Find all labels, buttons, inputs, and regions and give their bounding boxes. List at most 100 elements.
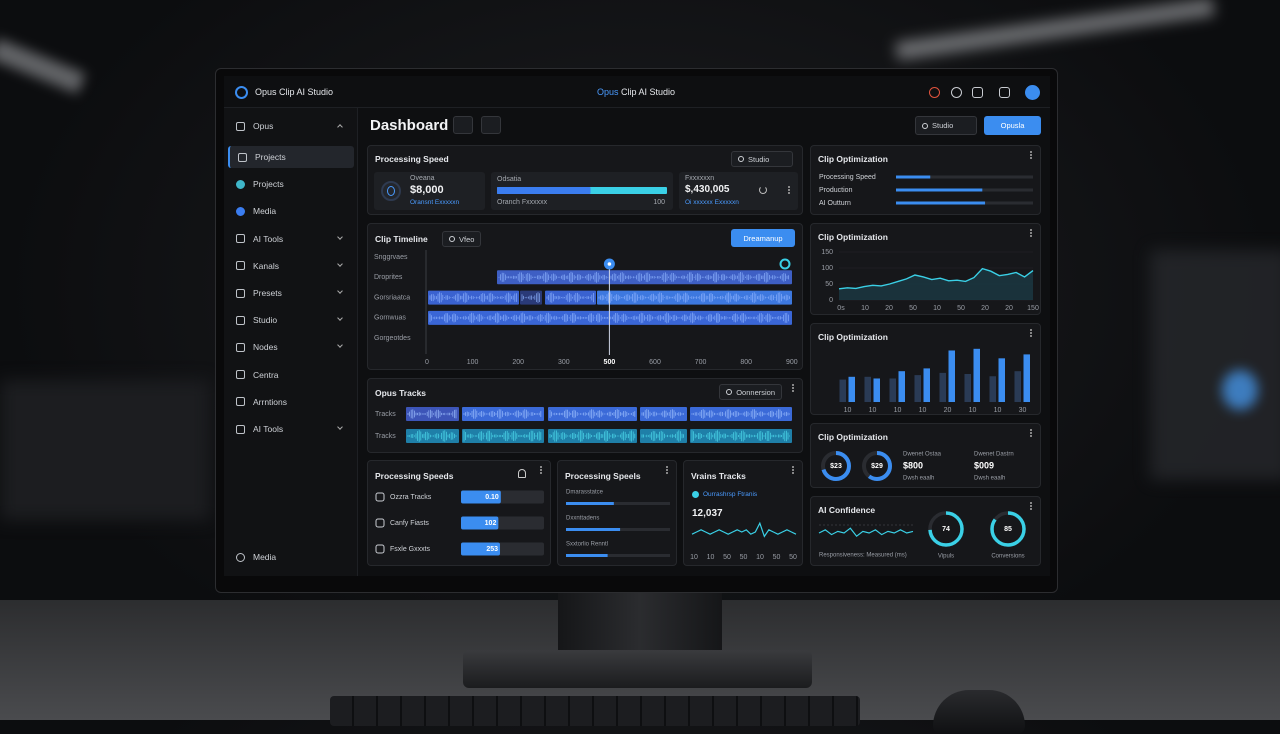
waveform [429, 312, 789, 324]
more-menu[interactable] [788, 189, 790, 191]
search-icon [449, 236, 455, 242]
sidebar-item[interactable]: Studio [228, 309, 354, 331]
track-label: Gorgeotdes [374, 335, 411, 342]
legend-label: Ourrashrsp Ftranis [703, 491, 758, 498]
row-label: Production [819, 187, 853, 194]
waveform [429, 292, 517, 303]
sidebar-label: Centra [253, 369, 279, 380]
sidebar-item[interactable]: Arrntions [228, 391, 354, 413]
sidebar-item[interactable]: Kanals [228, 255, 354, 277]
stat-label: Dwenet Dastrn [974, 452, 1014, 458]
legend-dot [692, 491, 699, 498]
clip [690, 429, 792, 443]
sidebar-item[interactable]: Projects [228, 146, 354, 168]
sidebar-label: AI Tools [253, 424, 284, 434]
x-tick-label: 50 [957, 305, 965, 312]
clip [462, 429, 544, 443]
x-tick-label: 50 [773, 554, 781, 561]
primary-button[interactable]: Opusla [984, 116, 1041, 135]
clip-optimization-bar-panel: Clip Optimization 10 10 10 10 20 10 10 30 [810, 323, 1041, 415]
panel-title: Clip Optimization [818, 154, 888, 164]
bar [1014, 371, 1021, 402]
progress-rows: Processing Speed Production AI Outturn [819, 174, 1033, 207]
waveform [549, 409, 636, 419]
processing-speels-panel: Processing Speels Dmarasstatce Dxxnttaden… [557, 460, 677, 566]
row-icon [375, 518, 385, 528]
settings-icon[interactable] [972, 87, 983, 98]
sidebar-icon [236, 397, 245, 407]
panel-title: Processing Speeds [375, 471, 454, 481]
more-menu[interactable] [1030, 505, 1032, 507]
clip-timeline-panel: Clip Timeline Vfeo Dreamanup Snggrvaes Dr… [367, 223, 803, 370]
more-menu[interactable] [666, 469, 668, 471]
track-label: Snggrvaes [374, 254, 408, 261]
chip[interactable]: Vfeo [442, 231, 482, 247]
sidebar-footer[interactable]: Media [228, 546, 354, 568]
bar-fill [566, 502, 614, 505]
processing-speed-panel: Processing Speed Studio Oveana $8,000 Or… [367, 145, 803, 215]
more-menu[interactable] [792, 469, 794, 471]
more-menu[interactable] [1030, 332, 1032, 334]
bell-icon[interactable] [518, 469, 526, 478]
progress-bar [497, 187, 667, 194]
clip [548, 429, 637, 443]
refresh-icon[interactable] [759, 186, 767, 194]
bar-fill [461, 490, 501, 504]
sidebar-item[interactable]: Nodes [228, 336, 354, 358]
monitor-base [463, 650, 812, 688]
avatar[interactable] [1025, 85, 1040, 100]
more-menu[interactable] [792, 387, 794, 389]
more-menu[interactable] [1030, 154, 1032, 156]
area-fill [839, 268, 1033, 300]
filter[interactable]: Studio [731, 151, 793, 167]
x-tick-label: 500 [604, 359, 616, 366]
chevron [337, 315, 343, 322]
sidebar-item[interactable]: AI Tools [228, 228, 354, 250]
more-menu[interactable] [1030, 432, 1032, 434]
bar [864, 376, 871, 402]
waveform [521, 292, 540, 303]
track-label: Gorsriaatca [374, 294, 410, 301]
panel-title: Vrains Tracks [691, 471, 746, 481]
bar [923, 368, 930, 402]
search-box[interactable]: Studio [915, 116, 977, 135]
timeline-button[interactable]: Dreamanup [731, 229, 795, 247]
menu-button[interactable] [453, 116, 473, 134]
blue-glow [1222, 370, 1258, 410]
sidebar-item[interactable]: AI Tools [228, 418, 354, 440]
x-tick-label: 50 [740, 554, 748, 561]
sidebar-label: Presets [253, 288, 282, 298]
clip-optimization-panel: Clip Optimization Processing Speed Produc… [810, 145, 1041, 215]
more-menu[interactable] [540, 469, 542, 471]
panel-title: Clip Optimization [818, 332, 888, 342]
sidebar-item[interactable]: Presets [228, 282, 354, 304]
y-tick-label: 150 [821, 249, 833, 256]
bar-track [896, 175, 1033, 179]
gauge [990, 511, 1026, 547]
notification-icon[interactable] [929, 87, 940, 98]
clip [462, 407, 544, 421]
x-tick-label: 10 [919, 407, 927, 414]
info-icon[interactable] [951, 87, 962, 98]
bar-fill [896, 175, 931, 179]
sidebar-item[interactable]: Centra [228, 364, 354, 386]
sidebar-item[interactable]: Projects [228, 173, 354, 195]
more-menu[interactable] [1030, 232, 1032, 234]
share-icon[interactable] [999, 87, 1010, 98]
video-button[interactable] [481, 116, 501, 134]
clip-optimization-donut-panel: Clip Optimization $23 $29 Dwenet Ostaa $800… [810, 423, 1041, 488]
bar [914, 375, 921, 402]
waveform [691, 430, 790, 442]
sidebar-item[interactable]: Media [228, 200, 354, 222]
conversion-button[interactable]: Oonnersion [719, 384, 782, 400]
sidebar-item[interactable]: Opus [228, 115, 354, 137]
x-tick-label: 50 [723, 554, 731, 561]
row-label: Ozzra Tracks [390, 494, 432, 501]
chevron [337, 260, 343, 267]
card-icon [381, 181, 401, 201]
x-tick-label: 20 [981, 305, 989, 312]
monitor-neck [558, 590, 722, 654]
clip [545, 290, 596, 305]
bar [998, 358, 1005, 402]
